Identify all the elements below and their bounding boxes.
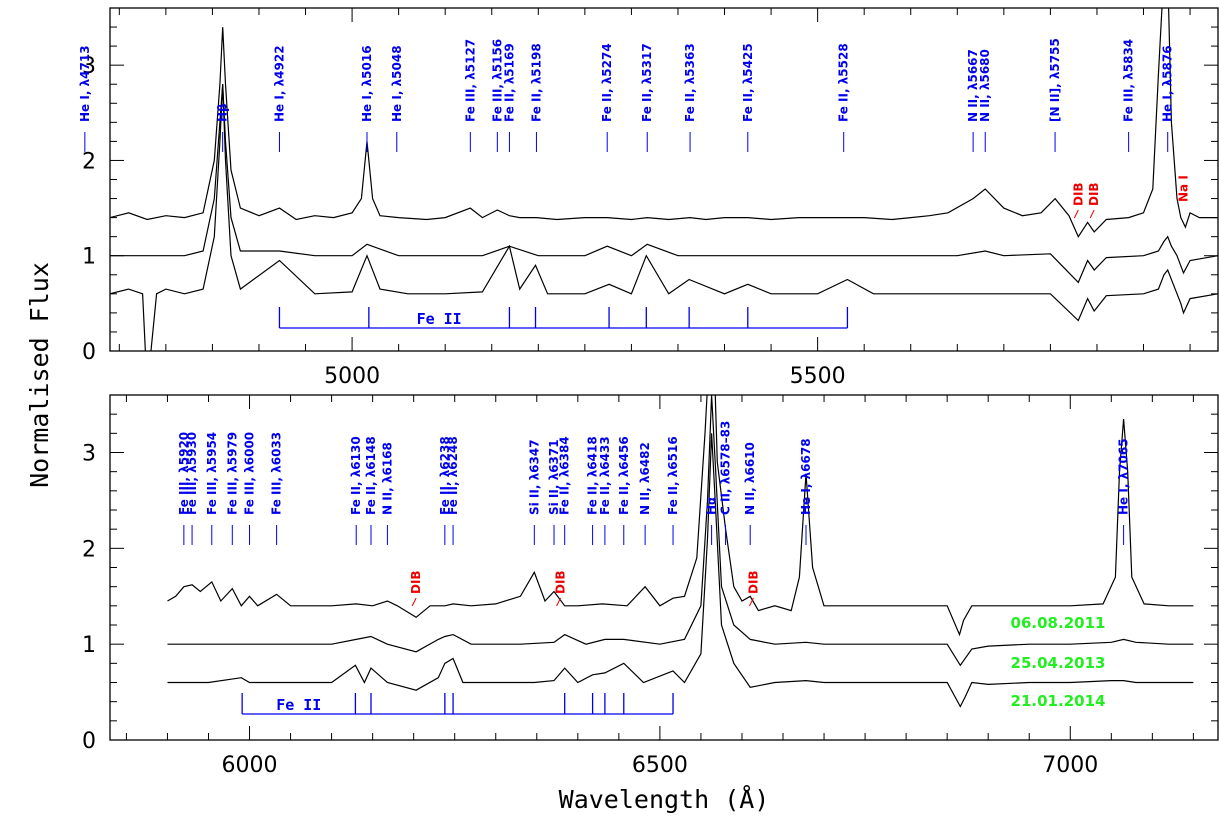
date-label: 06.08.2011 [1011,614,1106,632]
spectrum-21.01.2014 [110,84,1218,351]
dib-label: DIB [1087,182,1101,206]
line-id-label: N II, λ5667 [966,49,980,122]
line-id-label: Fe II, λ5363 [683,43,697,122]
line-id-label: Fe III, λ6000 [243,432,257,515]
y-axis-title: Normalised Flux [25,262,54,488]
line-id-label: Fe III, λ5920 [177,432,191,515]
y-tick-label: 0 [82,729,96,754]
line-id-label: He I, λ5048 [390,45,404,122]
line-id-label: Fe II, λ6384 [558,436,572,515]
x-tick-label: 5000 [324,364,380,389]
line-id-label: Fe II, λ5528 [837,43,851,122]
line-id-label: Fe III, λ6033 [270,432,284,515]
line-id-label: Hα [705,497,719,515]
spectrum-25.04.2013 [167,395,1194,667]
line-id-label: Hβ [216,103,230,122]
line-id-label: Fe II, λ5274 [600,43,614,122]
line-id-label: He I, λ5016 [360,45,374,122]
dib-tick [1089,209,1095,219]
line-id-label: Fe II, λ6456 [617,436,631,515]
y-tick-label: 2 [82,537,96,562]
line-id-label: C II, λ6578–83 [719,421,733,515]
line-id-label: Fe II, λ5317 [640,43,654,122]
x-tick-label: 6000 [222,753,278,778]
line-id-label: N II, λ6610 [743,442,757,515]
spectra [167,395,1194,708]
date-label: 25.04.2013 [1011,654,1106,672]
dib-label: DIB [746,570,760,594]
y-tick-label: 3 [82,442,96,467]
line-id-label: N II, λ6482 [638,442,652,515]
y-tick-label: 2 [82,149,96,174]
x-axis-title: Wavelength (Å) [559,785,770,814]
spectra [110,8,1218,351]
y-tick-label: 1 [82,633,96,658]
dib-tick [1073,209,1079,219]
line-id-label: Fe II, λ6238 [438,436,452,515]
line-id-label: Si II, λ6371 [547,439,561,515]
line-id-label: Fe II, λ6148 [364,436,378,515]
line-id-label: Fe II, λ6130 [349,436,363,515]
line-id-label: Fe III, λ5127 [463,39,477,122]
line-id-label: [N II], λ5755 [1048,38,1062,122]
line-id-label: Fe II, λ6418 [586,436,600,515]
line-id-label: Fe II, λ5198 [529,43,543,122]
line-id-label: Fe II, λ6433 [598,436,612,515]
line-id-label: Fe III, λ5930 [185,432,199,515]
dib-tick [749,597,754,607]
line-id-label: Fe III, λ5834 [1122,39,1136,122]
spectrum-25.04.2013 [110,84,1218,284]
line-id-label: Fe III, λ5979 [225,432,239,515]
fe-ii-label: Fe II [417,310,462,328]
fe-ii-label: Fe II [276,696,321,714]
y-tick-label: 3 [82,54,96,79]
line-id-label: He I, λ5876 [1161,45,1175,122]
x-tick-label: 6500 [632,753,688,778]
x-tick-label: 5500 [790,364,846,389]
line-id-label: Fe II, λ5169 [502,43,516,122]
line-id-label: N II, λ5680 [978,49,992,122]
top-panel: 5000 5500 0 1 2 3He I, λ4713 Hβ He I, λ4922 He I… [78,7,1219,389]
spectrum-06.08.2011 [110,8,1218,238]
na-i-label: Na I [1177,175,1191,202]
line-id-label: He I, λ7065 [1117,438,1131,515]
line-id-label: Fe II, λ5425 [741,43,755,122]
dib-label: DIB [409,570,423,594]
line-id-label: He I, λ4713 [78,45,92,122]
y-tick-label: 1 [82,245,96,270]
line-id-label: Fe II, λ6516 [666,436,680,515]
line-id-label: Si II, λ6347 [527,439,541,515]
line-id-label: He I, λ4922 [272,45,286,122]
line-id-label: Fe III, λ5156 [490,39,504,122]
dib-label: DIB [554,570,568,594]
date-label: 21.01.2014 [1011,692,1106,710]
x-tick-label: 7000 [1042,753,1098,778]
dib-tick [556,597,562,607]
line-id-label: Fe II, λ6248 [446,436,460,515]
spectrum-06.08.2011 [167,395,1194,637]
line-id-label: Fe III, λ5954 [205,432,219,515]
dib-tick [411,597,417,607]
line-id-label: He I, λ6678 [799,438,813,515]
dib-label: DIB [1071,182,1085,206]
y-tick-label: 0 [82,340,96,365]
line-id-label: N II, λ6168 [380,442,394,515]
spectrum-21.01.2014 [167,433,1194,708]
